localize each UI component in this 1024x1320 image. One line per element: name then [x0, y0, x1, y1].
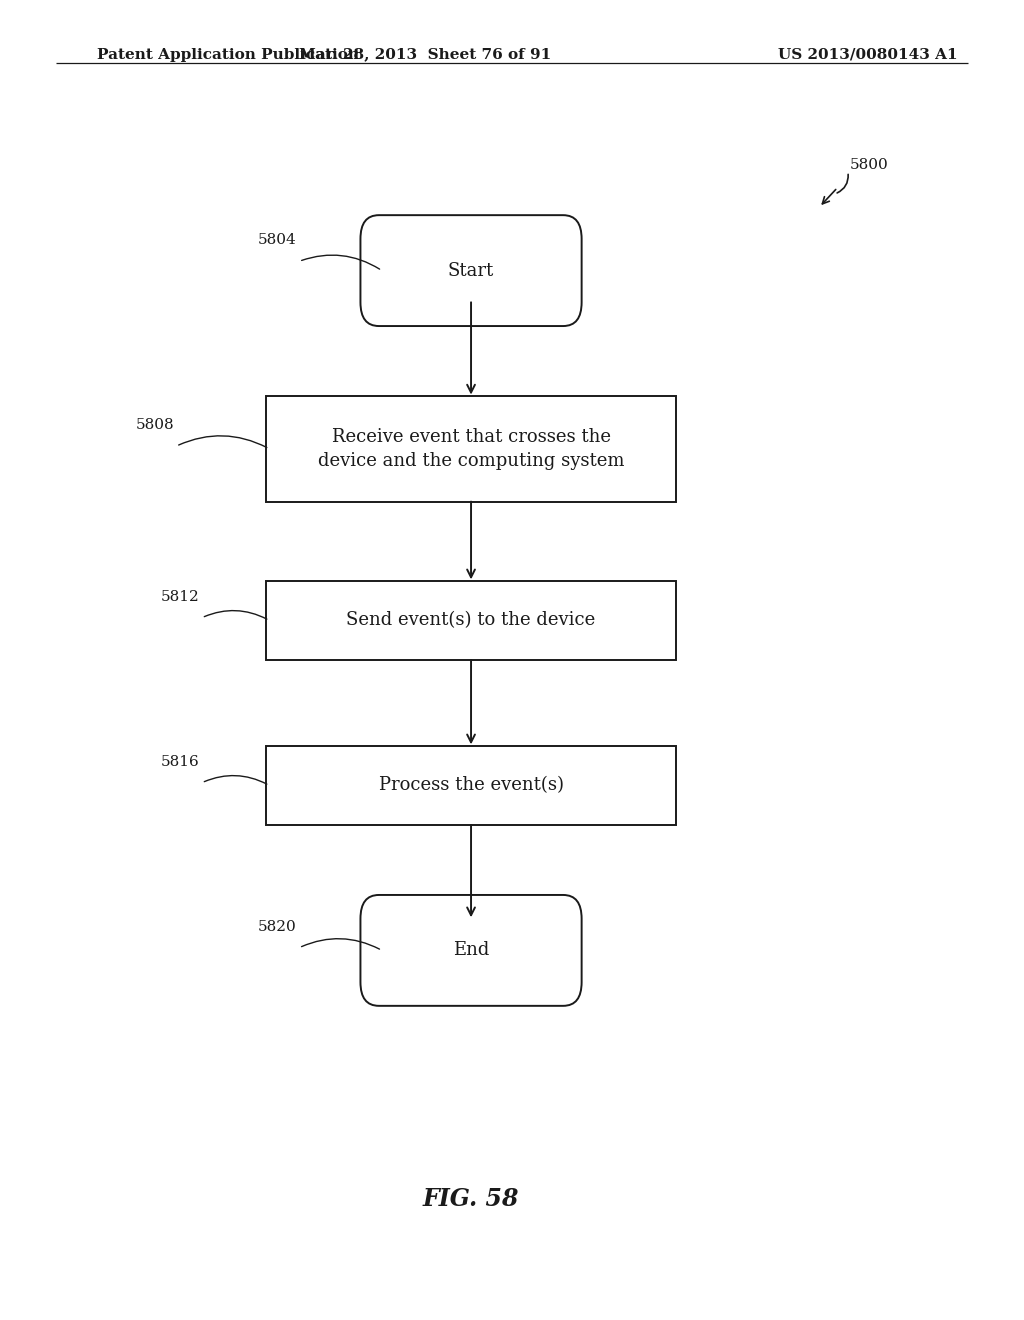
- FancyBboxPatch shape: [360, 895, 582, 1006]
- Text: 5816: 5816: [161, 755, 200, 768]
- Text: 5800: 5800: [850, 157, 889, 172]
- Text: Receive event that crosses the
device and the computing system: Receive event that crosses the device an…: [317, 428, 625, 470]
- Bar: [266, 746, 676, 825]
- Text: Patent Application Publication: Patent Application Publication: [97, 48, 359, 62]
- Text: US 2013/0080143 A1: US 2013/0080143 A1: [778, 48, 957, 62]
- Text: Mar. 28, 2013  Sheet 76 of 91: Mar. 28, 2013 Sheet 76 of 91: [299, 48, 551, 62]
- Text: Send event(s) to the device: Send event(s) to the device: [346, 611, 596, 630]
- FancyBboxPatch shape: [360, 215, 582, 326]
- Text: 5820: 5820: [258, 920, 297, 933]
- Bar: [266, 581, 676, 660]
- Text: 5812: 5812: [161, 590, 200, 603]
- Text: End: End: [453, 941, 489, 960]
- Text: Process the event(s): Process the event(s): [379, 776, 563, 795]
- Text: FIG. 58: FIG. 58: [423, 1187, 519, 1210]
- Text: Start: Start: [447, 261, 495, 280]
- Text: 5804: 5804: [258, 234, 297, 247]
- Bar: [266, 396, 676, 502]
- Text: 5808: 5808: [135, 418, 174, 432]
